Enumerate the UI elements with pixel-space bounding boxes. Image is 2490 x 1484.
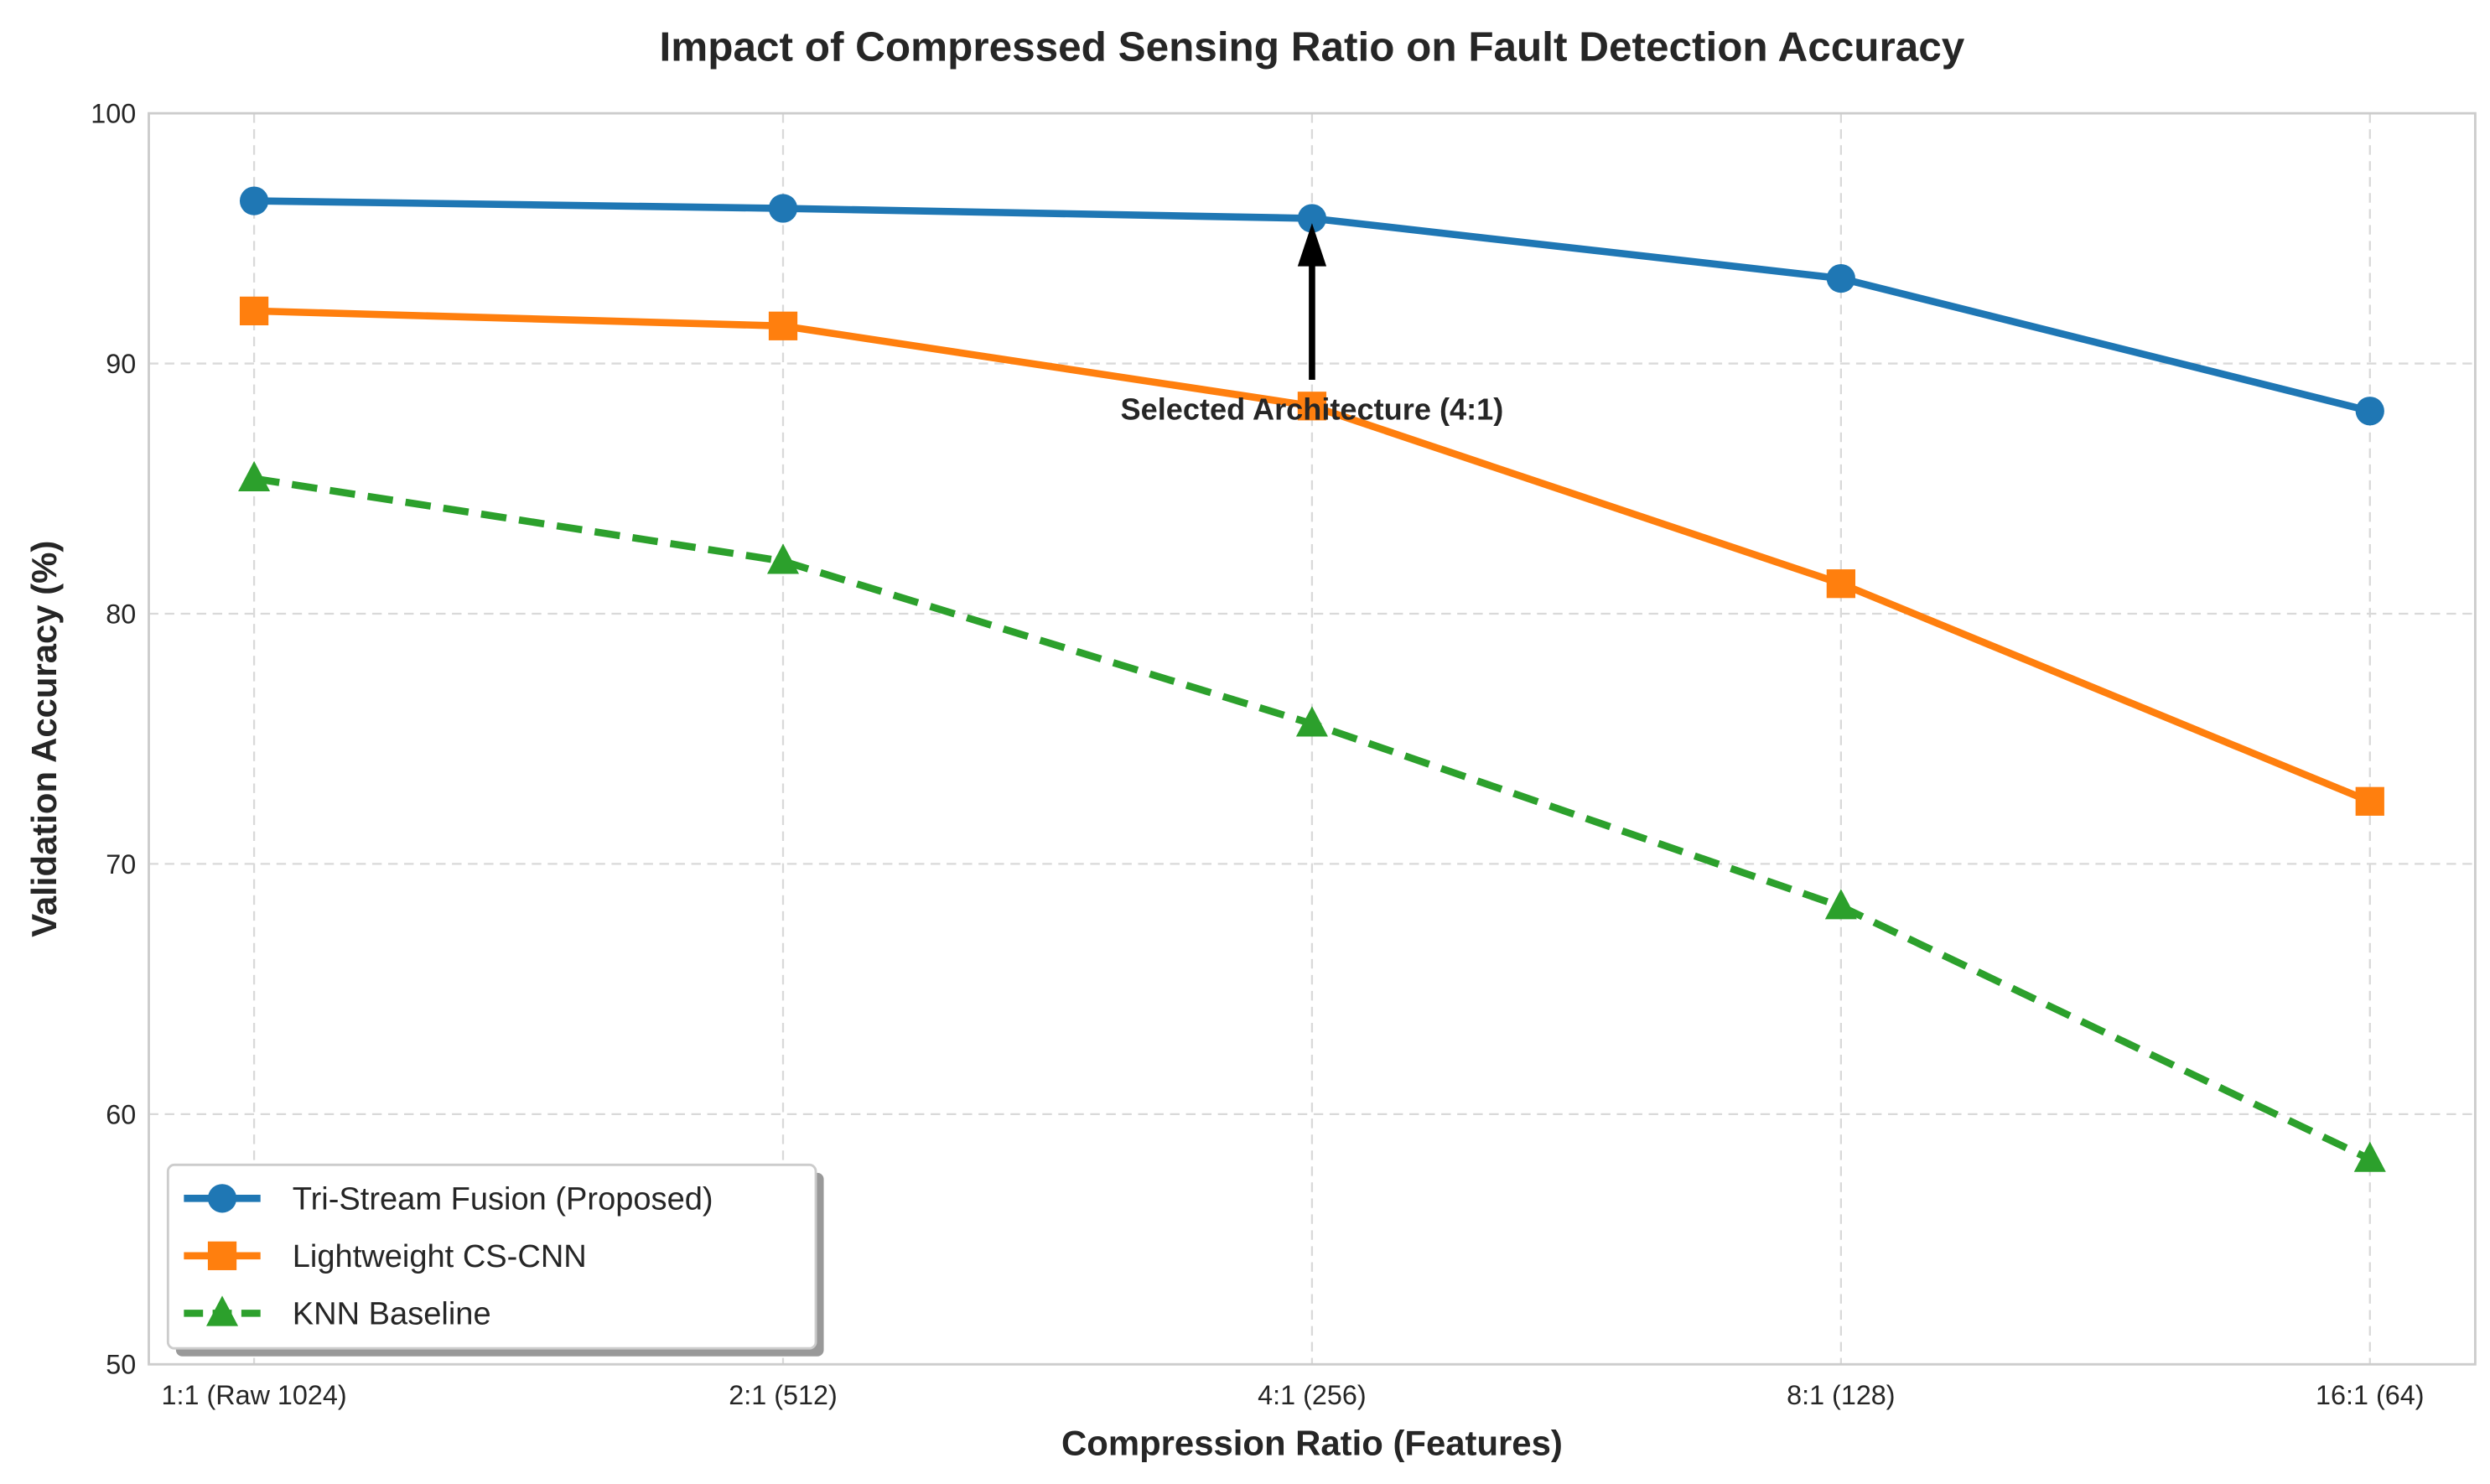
legend-item: KNN Baseline xyxy=(184,1295,491,1332)
data-point xyxy=(2355,397,2384,426)
data-point xyxy=(1826,569,1855,599)
x-tick-label: 16:1 (64) xyxy=(2316,1380,2424,1410)
data-point xyxy=(1295,706,1328,737)
x-tick-label: 1:1 (Raw 1024) xyxy=(162,1380,347,1410)
annotation-label: Selected Architecture (4:1) xyxy=(1121,392,1504,427)
data-point xyxy=(1826,263,1855,293)
data-point xyxy=(207,1184,237,1213)
data-point xyxy=(1297,204,1327,233)
series-lightweight-cs-cnn xyxy=(239,296,2384,816)
legend-item: Lightweight CS-CNN xyxy=(184,1239,587,1274)
y-tick-label: 70 xyxy=(106,849,136,880)
data-point xyxy=(768,311,798,340)
legend-label: Tri-Stream Fusion (Proposed) xyxy=(293,1182,713,1217)
data-point xyxy=(239,296,269,326)
y-tick-label: 100 xyxy=(91,99,136,129)
arrow-head-icon xyxy=(1297,223,1327,267)
y-tick-label: 60 xyxy=(106,1099,136,1129)
data-point xyxy=(206,1295,239,1326)
legend: Tri-Stream Fusion (Proposed) Lightweight … xyxy=(166,1163,824,1357)
plot-frame xyxy=(148,112,2477,1366)
y-tick-label: 80 xyxy=(106,599,136,629)
x-tick-label: 2:1 (512) xyxy=(729,1380,837,1410)
data-point xyxy=(768,194,798,223)
data-point xyxy=(2355,786,2384,816)
legend-label: KNN Baseline xyxy=(293,1297,491,1332)
series-knn-baseline xyxy=(238,460,2386,1172)
legend-item: Tri-Stream Fusion (Proposed) xyxy=(184,1182,713,1217)
legend-box xyxy=(166,1163,817,1350)
data-point xyxy=(2353,1141,2386,1172)
x-tick-label: 4:1 (256) xyxy=(1258,1380,1366,1410)
data-point xyxy=(766,543,800,574)
y-axis-label: Validation Accuracy (%) xyxy=(24,541,64,937)
x-tick-label: 8:1 (128) xyxy=(1787,1380,1895,1410)
data-point xyxy=(207,1241,237,1270)
data-point xyxy=(1824,889,1857,920)
data-point xyxy=(1297,392,1327,421)
data-point xyxy=(239,186,269,215)
y-tick-label: 90 xyxy=(106,349,136,379)
x-axis-label: Compression Ratio (Features) xyxy=(1061,1424,1563,1463)
chart-title: Impact of Compressed Sensing Ratio on Fa… xyxy=(660,23,1965,70)
data-point xyxy=(238,460,271,492)
y-tick-label: 50 xyxy=(106,1350,136,1380)
series-tri-stream-fusion-proposed- xyxy=(239,186,2384,426)
legend-label: Lightweight CS-CNN xyxy=(293,1239,587,1274)
